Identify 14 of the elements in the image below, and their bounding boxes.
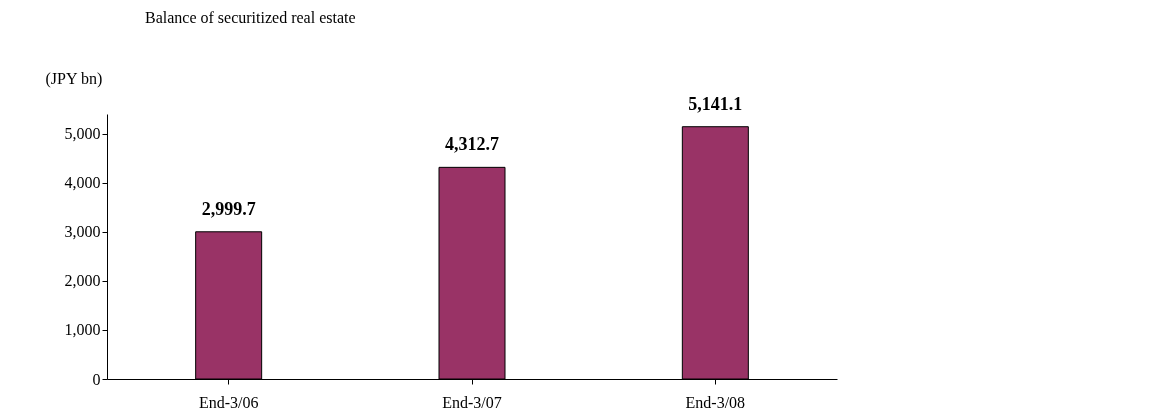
y-tick-label: 2,000 xyxy=(64,272,101,290)
y-tick-label: 4,000 xyxy=(64,174,101,192)
y-tick-label: 1,000 xyxy=(64,321,101,339)
x-tick-label: End-3/07 xyxy=(442,393,502,411)
x-tick-label: End-3/06 xyxy=(198,393,259,411)
x-tick-label: End-3/08 xyxy=(685,393,746,411)
data-label: 5,141.1 xyxy=(688,93,743,114)
data-label: 2,999.7 xyxy=(201,198,256,219)
y-tick-label: 0 xyxy=(92,370,101,388)
y-tick-label: 5,000 xyxy=(64,125,101,143)
y-tick-label: 3,000 xyxy=(64,223,101,241)
data-label: 4,312.7 xyxy=(445,134,499,155)
y-axis-title: (JPY bn) xyxy=(45,69,103,88)
chart-title: Balance of securitized real estate xyxy=(145,9,356,26)
